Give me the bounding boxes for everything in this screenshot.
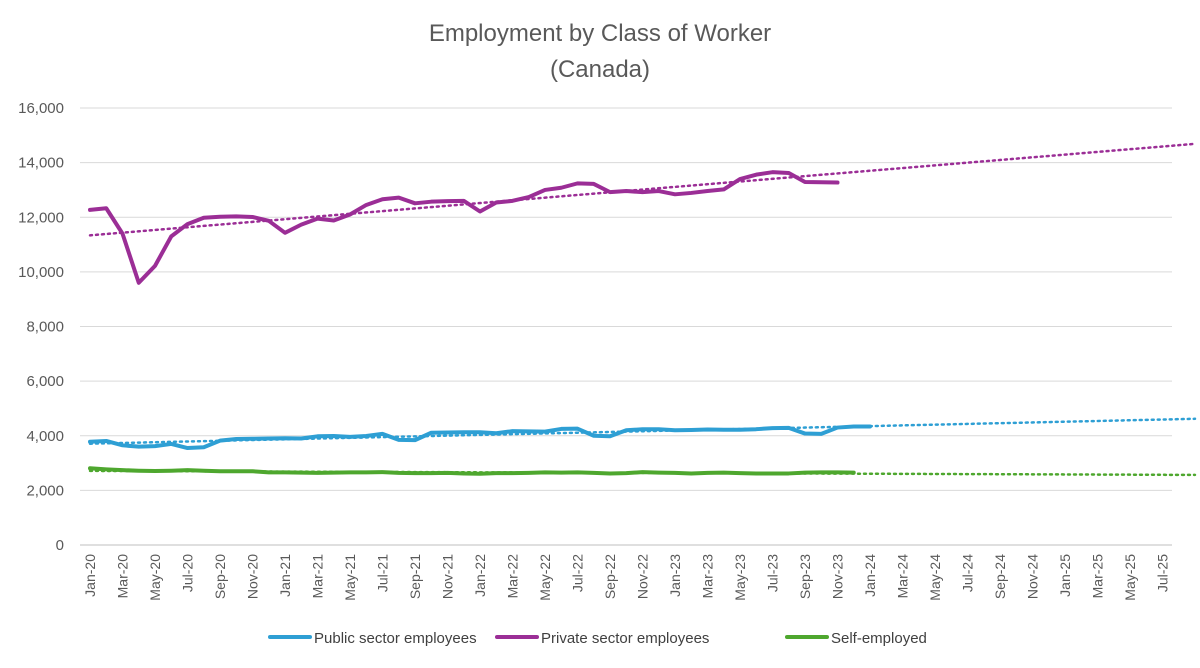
- y-tick-label: 6,000: [26, 373, 64, 390]
- x-tick-label: May-24: [927, 554, 943, 601]
- chart-subtitle: (Canada): [550, 56, 650, 83]
- x-tick-label: Sep-23: [797, 554, 813, 599]
- series-lines: [88, 170, 872, 476]
- x-tick-label: Sep-21: [407, 554, 423, 599]
- y-tick-label: 10,000: [18, 264, 64, 281]
- x-tick-label: Nov-20: [245, 554, 261, 599]
- y-tick-label: 14,000: [18, 155, 64, 172]
- x-tick-label: Jul-24: [960, 554, 976, 592]
- series-line-0: [88, 424, 872, 451]
- x-tick-label: Nov-24: [1025, 554, 1041, 599]
- x-tick-label: Jan-25: [1057, 554, 1073, 597]
- x-tick-label: Jan-21: [277, 554, 293, 597]
- x-tick-label: Mar-23: [700, 554, 716, 599]
- x-tick-label: Mar-20: [115, 554, 131, 599]
- x-tick-label: May-21: [342, 554, 358, 601]
- x-tick-label: Jan-22: [472, 554, 488, 597]
- trendline-0: [88, 417, 1197, 445]
- legend-label: Private sector employees: [541, 630, 709, 647]
- x-axis-ticks: Jan-20 Mar-20 May-20 Jul-20 Sep-20 Nov-20 Jan-…: [82, 554, 1171, 601]
- chart-title: Employment by Class of Worker: [429, 20, 771, 47]
- x-tick-label: Nov-21: [440, 554, 456, 599]
- x-tick-label: May-22: [537, 554, 553, 601]
- x-tick-label: Nov-23: [830, 554, 846, 599]
- x-tick-label: Jan-23: [667, 554, 683, 597]
- x-tick-label: Jul-25: [1155, 554, 1171, 592]
- x-tick-label: May-23: [732, 554, 748, 601]
- legend-label: Self-employed: [831, 630, 927, 647]
- y-tick-label: 12,000: [18, 209, 64, 226]
- x-tick-label: Jul-22: [570, 554, 586, 592]
- y-tick-label: 2,000: [26, 482, 64, 499]
- y-tick-label: 16,000: [18, 100, 64, 117]
- legend-item: Self-employed: [785, 630, 927, 647]
- x-tick-label: Jan-24: [862, 554, 878, 597]
- x-tick-label: Jul-20: [180, 554, 196, 592]
- x-tick-label: Mar-21: [310, 554, 326, 599]
- gridlines: [80, 107, 1172, 546]
- x-tick-label: Mar-24: [895, 554, 911, 599]
- x-tick-label: Nov-22: [635, 554, 651, 599]
- y-axis-ticks: 0 2,000 4,000 6,000 8,000 10,000 12,000 14,000 1…: [18, 100, 64, 554]
- legend-item: Private sector employees: [495, 630, 709, 647]
- legend-label: Public sector employees: [314, 630, 477, 647]
- x-tick-label: Jan-20: [82, 554, 98, 597]
- y-tick-label: 0: [56, 537, 64, 554]
- y-tick-label: 8,000: [26, 319, 64, 336]
- series-line-1: [88, 170, 840, 285]
- x-tick-label: Mar-25: [1090, 554, 1106, 599]
- y-tick-label: 4,000: [26, 428, 64, 445]
- legend-item: Public sector employees: [268, 630, 477, 647]
- trendline-1: [88, 142, 1197, 237]
- x-tick-label: Sep-20: [212, 554, 228, 599]
- x-tick-label: Mar-22: [505, 554, 521, 599]
- x-tick-label: May-20: [147, 554, 163, 601]
- x-tick-label: Sep-22: [602, 554, 618, 599]
- x-tick-label: Jul-23: [765, 554, 781, 592]
- legend: Public sector employees Private sector em…: [268, 630, 927, 647]
- x-tick-label: Sep-24: [992, 554, 1008, 599]
- x-tick-label: May-25: [1122, 554, 1138, 601]
- x-tick-label: Jul-21: [375, 554, 391, 592]
- series-line-2: [88, 466, 856, 476]
